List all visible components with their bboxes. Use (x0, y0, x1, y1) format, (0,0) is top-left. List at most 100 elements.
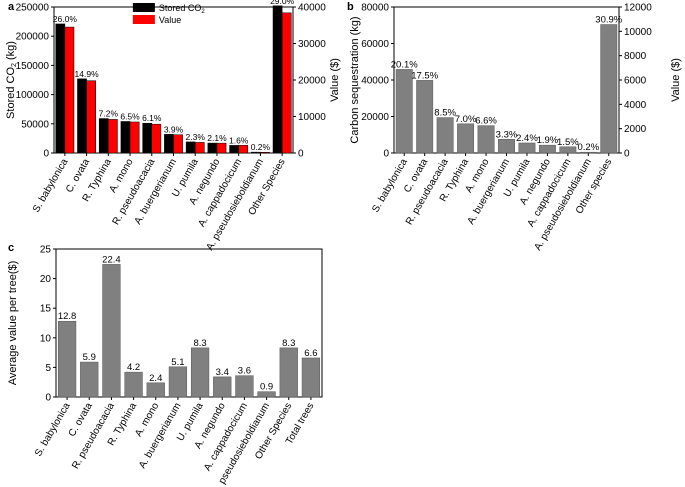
chart-panel-a: a 0 50000 100000 150000 200000 250000 0 10000 200… (5, 0, 341, 253)
legend-label-stored-co2-main: Stored CO (159, 3, 202, 13)
data-label-a: 7.2% (99, 109, 119, 119)
bar-value (281, 12, 292, 154)
data-label-c: 3.4 (216, 367, 229, 378)
charts-layer: a050000100000150000200000250000010000200… (5, 0, 682, 487)
bar-value (216, 142, 227, 154)
bar-value (86, 80, 96, 154)
bar-value (129, 121, 140, 154)
bar-value (108, 119, 118, 154)
data-label-b: 6.6% (475, 116, 497, 127)
data-label-b: 3.3% (496, 129, 518, 140)
data-label-a: 6.1% (142, 113, 162, 123)
plot-frame-c (55, 248, 323, 398)
bar-value (64, 26, 75, 154)
y-tick-label-c: 0 (45, 393, 51, 404)
data-label-a: 14.9% (75, 69, 100, 79)
y2-tick-label-a: 10000 (298, 112, 326, 123)
data-label-a: 0.2% (251, 142, 271, 152)
y-tick-label-a: 50000 (21, 119, 49, 130)
bar-value (194, 142, 205, 154)
data-label-b: 1.5% (557, 137, 579, 148)
bar-stored-co2 (251, 151, 261, 154)
bar-value (151, 123, 162, 154)
legend-label-stored-co2: Stored CO2 (159, 3, 206, 15)
y2-tick-label-b: 10000 (624, 27, 652, 38)
data-label-c: 3.6 (238, 366, 251, 377)
data-label-b: 20.1% (391, 59, 418, 70)
data-label-a: 1.6% (229, 135, 249, 145)
data-label-c: 8.3 (193, 338, 206, 349)
bar-average-value (235, 375, 254, 398)
y2-tick-label-a: 20000 (298, 76, 326, 87)
bar-stored-co2 (272, 5, 283, 154)
bar-average-value (168, 366, 188, 398)
bar-average-value (257, 391, 276, 398)
legend-swatch-stored-co2 (132, 3, 155, 12)
y2-tick-label-b: 12000 (624, 3, 652, 14)
y-tick-label-c: 15 (40, 304, 52, 315)
legend-label-value: Value (159, 15, 181, 25)
bar-stored-co2 (142, 122, 153, 154)
bar-average-value (213, 376, 232, 398)
bar-carbon-sequestration (457, 123, 475, 154)
data-label-c: 5.1 (171, 357, 184, 368)
bar-value (260, 152, 270, 154)
panel-letter-c: c (8, 242, 14, 254)
bar-carbon-sequestration (600, 24, 618, 154)
bar-carbon-sequestration (395, 69, 413, 154)
data-label-a: 2.3% (186, 132, 206, 142)
y-tick-label-c: 10 (40, 333, 52, 344)
bar-stored-co2 (77, 78, 87, 154)
data-label-c: 22.4 (102, 254, 121, 265)
x-tick-label-a: S. babylonica (31, 157, 71, 215)
bar-stored-co2 (207, 142, 218, 154)
data-label-b: 17.5% (411, 70, 438, 81)
bar-carbon-sequestration (579, 151, 597, 154)
panel-letter-a: a (8, 1, 15, 13)
bar-stored-co2 (164, 134, 174, 154)
data-label-c: 5.9 (83, 352, 96, 363)
bar-carbon-sequestration (416, 80, 434, 154)
data-label-b: 2.4% (516, 133, 538, 144)
data-label-c: 12.8 (58, 311, 77, 322)
data-label-a: 26.0% (53, 14, 78, 24)
x-tick-label-c: S. babylonica (33, 401, 73, 459)
y-tick-label-c: 20 (40, 274, 52, 285)
bar-average-value (190, 347, 210, 398)
data-label-b: 0.2% (577, 142, 599, 153)
y-axis-label-a-main: Stored CO (5, 67, 17, 119)
y-axis-label-a-tail: (kg) (5, 41, 17, 63)
bar-carbon-sequestration (559, 146, 577, 154)
y-tick-label-c: 25 (40, 245, 52, 256)
data-label-b: 8.5% (434, 108, 456, 119)
bar-value (238, 145, 249, 154)
y-tick-label-a: 250000 (16, 3, 50, 14)
bar-average-value (146, 382, 165, 398)
bar-carbon-sequestration (518, 142, 536, 154)
data-label-b: 30.9% (595, 15, 622, 26)
y-axis-label-a-sub: 2 (11, 63, 18, 67)
bar-average-value (301, 357, 321, 398)
data-label-c: 8.3 (282, 338, 295, 349)
y2-tick-label-a: 30000 (298, 39, 326, 50)
bar-stored-co2 (120, 121, 131, 154)
y2-axis-label-b: Value ($) (670, 58, 682, 102)
y2-tick-label-a: 40000 (298, 3, 326, 14)
y-tick-label-b: 60000 (361, 39, 389, 50)
y2-tick-label-b: 2000 (624, 124, 647, 135)
y2-axis-label-a: Value ($) (329, 58, 341, 102)
y-tick-label-b: 40000 (361, 76, 389, 87)
bar-average-value (279, 347, 298, 398)
y-tick-label-b: 0 (383, 149, 389, 160)
panel-letter-b: b (347, 1, 354, 13)
y-tick-label-b: 20000 (361, 112, 389, 123)
data-label-c: 6.6 (304, 348, 317, 359)
data-label-c: 4.2 (127, 362, 140, 373)
y-tick-label-a: 200000 (16, 32, 50, 43)
bar-stored-co2 (55, 23, 66, 154)
bar-carbon-sequestration (436, 117, 454, 154)
chart-panel-b: b 0 20000 40000 60000 80000 0 2000 4000 6000 8000 1… (347, 1, 682, 253)
y2-tick-label-b: 6000 (624, 76, 647, 87)
data-label-b: 1.9% (537, 135, 559, 146)
